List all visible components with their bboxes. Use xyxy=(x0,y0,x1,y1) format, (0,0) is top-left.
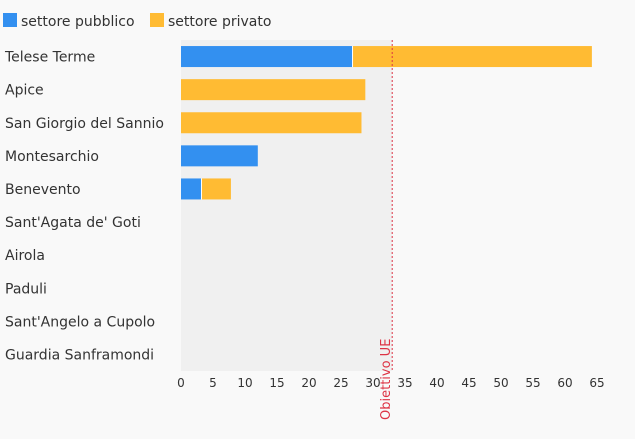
legend-item-settore-pubblico[interactable]: settore pubblico xyxy=(3,13,135,30)
x-tick-label: 65 xyxy=(589,376,604,390)
x-tick-label: 35 xyxy=(397,376,412,390)
x-tick-label: 10 xyxy=(237,376,252,390)
x-tick-label: 25 xyxy=(333,376,348,390)
category-label-paduli: Paduli xyxy=(5,281,47,297)
legend-label-settore-pubblico: settore pubblico xyxy=(21,14,135,30)
x-tick-label: 60 xyxy=(557,376,572,390)
x-tick-label: 20 xyxy=(301,376,316,390)
category-label-apice: Apice xyxy=(5,83,44,99)
category-labels: Telese Terme Apice San Giorgio del Sannio M… xyxy=(4,50,164,364)
legend-swatch-settore-privato xyxy=(150,13,164,27)
category-label-sant-agata-de-goti: Sant'Agata de' Goti xyxy=(5,215,141,231)
category-label-san-giorgio-del-sannio: San Giorgio del Sannio xyxy=(5,116,164,132)
x-tick-label: 55 xyxy=(525,376,540,390)
legend-item-settore-privato[interactable]: settore privato xyxy=(150,13,271,30)
legend-swatch-settore-pubblico xyxy=(3,13,17,27)
bar-san-giorgio-del-sannio-settore-privato[interactable] xyxy=(181,112,362,134)
x-tick-label: 0 xyxy=(177,376,185,390)
category-label-telese-terme: Telese Terme xyxy=(4,50,95,66)
x-tick-label: 40 xyxy=(429,376,444,390)
reference-line-label: Obiettivo UE xyxy=(379,339,394,420)
category-label-sant-angelo-a-cupolo: Sant'Angelo a Cupolo xyxy=(5,314,155,330)
legend: settore pubblico settore privato xyxy=(3,13,271,30)
x-tick-label: 30 xyxy=(365,376,380,390)
x-tick-label: 5 xyxy=(209,376,217,390)
legend-label-settore-privato: settore privato xyxy=(168,14,271,30)
x-tick-label: 45 xyxy=(461,376,476,390)
bar-apice-settore-privato[interactable] xyxy=(181,79,366,101)
x-axis: 0 5 10 15 20 25 30 35 40 45 50 55 60 65 xyxy=(177,376,604,390)
category-label-airola: Airola xyxy=(5,248,45,264)
bar-benevento-settore-privato[interactable] xyxy=(201,178,231,200)
bars xyxy=(181,46,592,200)
bar-benevento-settore-pubblico[interactable] xyxy=(181,178,202,200)
bar-telese-terme-settore-pubblico[interactable] xyxy=(181,46,353,68)
bar-montesarchio-settore-pubblico[interactable] xyxy=(181,145,258,167)
x-tick-label: 15 xyxy=(269,376,284,390)
category-label-guardia-sanframondi: Guardia Sanframondi xyxy=(5,347,154,363)
x-tick-label: 50 xyxy=(493,376,508,390)
category-label-benevento: Benevento xyxy=(5,182,81,198)
category-label-montesarchio: Montesarchio xyxy=(5,149,99,165)
bar-telese-terme-settore-privato[interactable] xyxy=(352,46,592,68)
